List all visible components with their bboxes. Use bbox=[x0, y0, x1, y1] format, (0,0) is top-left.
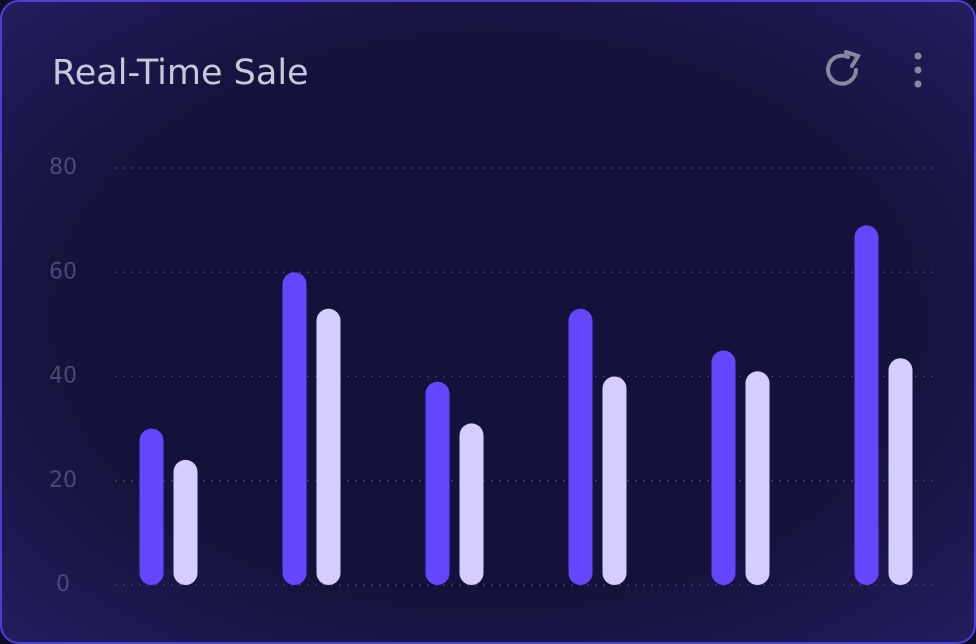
more-button[interactable] bbox=[914, 52, 922, 88]
bar bbox=[602, 376, 627, 585]
bar bbox=[425, 381, 450, 585]
y-tick-label: 80 bbox=[49, 155, 77, 180]
bar bbox=[316, 308, 341, 585]
bar bbox=[139, 428, 164, 585]
bar bbox=[459, 423, 484, 585]
bar bbox=[888, 358, 913, 585]
y-tick-label: 40 bbox=[49, 364, 77, 389]
bar bbox=[854, 225, 879, 585]
chart-title: Real-Time Sale bbox=[52, 53, 309, 93]
bar bbox=[711, 350, 736, 585]
bar bbox=[568, 308, 593, 585]
bar bbox=[173, 459, 198, 585]
y-tick-label: 60 bbox=[49, 259, 77, 284]
bar bbox=[282, 272, 307, 585]
y-tick-label: 0 bbox=[56, 572, 70, 597]
refresh-button[interactable] bbox=[826, 50, 861, 86]
bar bbox=[745, 371, 770, 585]
y-tick-label: 20 bbox=[49, 468, 77, 493]
